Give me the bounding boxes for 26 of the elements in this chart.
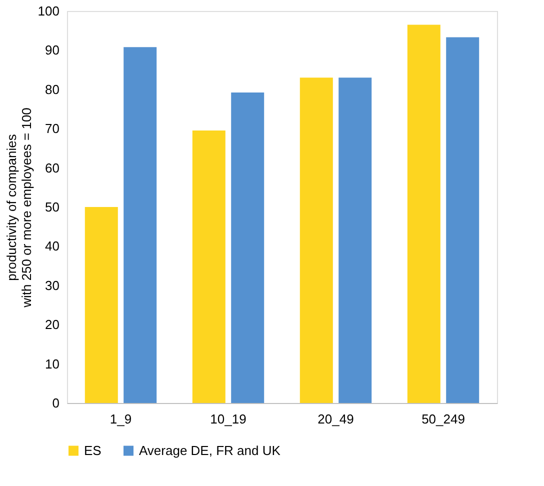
y-tick-label: 20 — [45, 317, 60, 332]
y-tick-label: 10 — [45, 356, 60, 372]
x-tick-label: 10_19 — [210, 412, 246, 426]
y-tick-label: 30 — [45, 278, 60, 293]
y-tick-label: 50 — [45, 200, 60, 214]
bar — [338, 78, 372, 403]
bar — [124, 47, 157, 403]
x-tick-label: 50_249 — [422, 412, 465, 426]
bar — [407, 24, 440, 403]
bar — [231, 92, 264, 403]
y-tick-label: 40 — [45, 238, 60, 254]
y-tick-label: 60 — [45, 160, 60, 176]
legend-label: ES — [84, 442, 102, 458]
legend-label: Average DE, FR and UK — [139, 442, 281, 458]
y-tick-label: 80 — [45, 82, 60, 97]
bar — [84, 207, 118, 403]
y-tick-label: 100 — [38, 4, 60, 18]
y-tick-label: 0 — [52, 396, 60, 410]
x-tick-label: 1_9 — [110, 412, 132, 426]
bar — [446, 37, 480, 403]
x-tick-label: 20_49 — [318, 412, 354, 426]
y-tick-label: 90 — [45, 42, 60, 58]
bar — [300, 78, 333, 403]
bar — [192, 130, 226, 403]
y-tick-label: 70 — [45, 121, 60, 136]
y-axis-title: productivity of companies with 250 or more employees = 100 — [4, 108, 34, 308]
